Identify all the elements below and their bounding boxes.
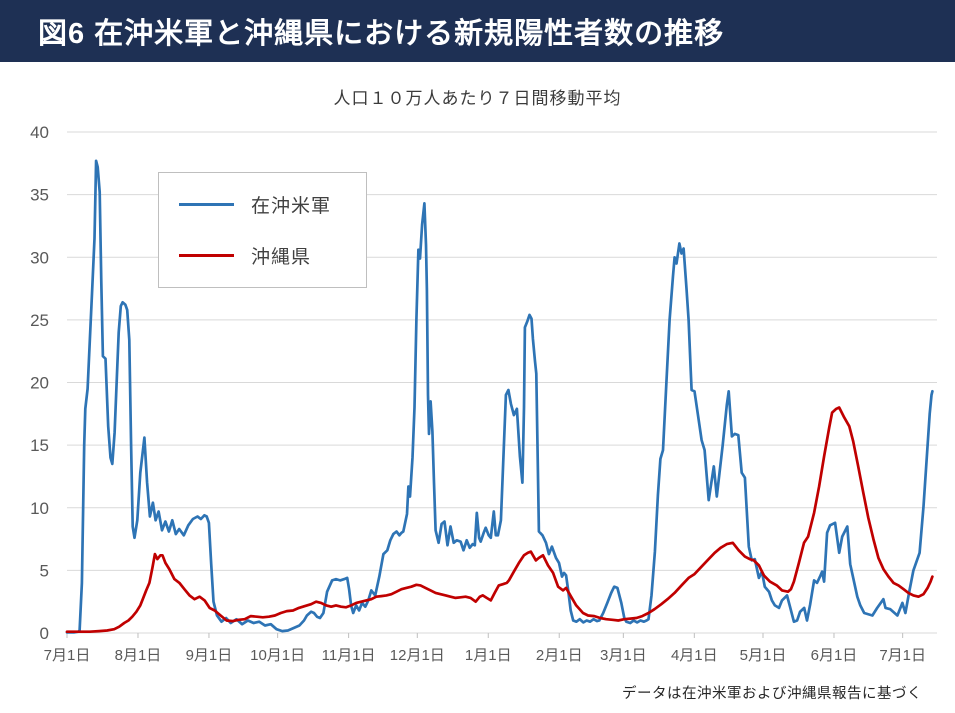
svg-text:40: 40 [30,123,49,142]
svg-text:12月1日: 12月1日 [390,647,445,664]
data-source-note: データは在沖米軍および沖縄県報告に基づく [622,686,922,702]
svg-text:11月1日: 11月1日 [322,647,376,664]
svg-text:6月1日: 6月1日 [811,647,858,664]
svg-text:20: 20 [30,374,49,393]
svg-text:4月1日: 4月1日 [671,647,718,664]
legend-label: 在沖米軍 [251,196,332,217]
legend-label: 沖縄県 [251,247,312,268]
header-bar: 図6 在沖米軍と沖縄県における新規陽性者数の推移 [0,0,955,62]
svg-text:7月1日: 7月1日 [879,647,926,664]
chart-legend: 在沖米軍 沖縄県 [158,172,367,288]
okinawa-line-swatch [179,254,234,257]
line-chart: 0 5 10 15 20 25 30 35 40 7月1日 8月1日 9月1日 10月1日 11月1日 12… [0,115,955,675]
svg-text:8月1日: 8月1日 [115,647,162,664]
svg-text:7月1日: 7月1日 [44,647,91,664]
svg-text:35: 35 [30,186,49,205]
svg-text:3月1日: 3月1日 [600,647,647,664]
svg-text:2月1日: 2月1日 [536,647,583,664]
svg-text:1月1日: 1月1日 [465,647,512,664]
svg-text:5月1日: 5月1日 [740,647,787,664]
svg-text:30: 30 [30,248,49,267]
svg-text:5: 5 [40,561,49,580]
chart-canvas: 0 5 10 15 20 25 30 35 40 7月1日 8月1日 9月1日 10月1日 11月1日 12… [30,123,937,664]
svg-text:10: 10 [30,499,49,518]
svg-text:0: 0 [40,624,49,643]
svg-text:25: 25 [30,311,49,330]
svg-text:15: 15 [30,436,49,455]
page-title: 図6 在沖米軍と沖縄県における新規陽性者数の推移 [38,18,725,50]
us-military-line-swatch [179,203,234,206]
legend-item-us-military: 在沖米軍 [179,191,366,218]
legend-item-okinawa: 沖縄県 [179,242,366,269]
svg-text:9月1日: 9月1日 [186,647,233,664]
svg-text:10月1日: 10月1日 [250,647,305,664]
chart-subtitle: 人口１０万人あたり７日間移動平均 [333,89,622,108]
